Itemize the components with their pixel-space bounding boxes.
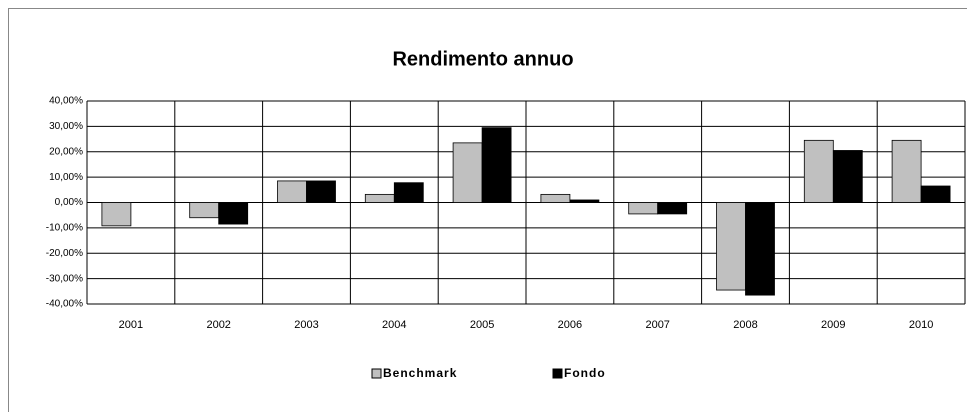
y-tick-label: -40,00% bbox=[46, 299, 83, 310]
x-tick-label: 2007 bbox=[645, 319, 669, 331]
chart-title: Rendimento annuo bbox=[392, 48, 573, 70]
y-tick-label: -20,00% bbox=[46, 248, 83, 259]
x-tick-label: 2003 bbox=[294, 319, 318, 331]
bar bbox=[745, 202, 775, 296]
bar bbox=[803, 139, 834, 203]
x-tick-label: 2006 bbox=[558, 319, 582, 331]
bar bbox=[891, 139, 922, 203]
x-tick-label: 2009 bbox=[821, 319, 845, 331]
bar bbox=[540, 193, 571, 203]
x-tick-label: 2010 bbox=[909, 319, 933, 331]
bar bbox=[628, 202, 659, 215]
y-tick-label: 20,00% bbox=[49, 146, 83, 157]
bar bbox=[452, 142, 483, 203]
bar bbox=[716, 202, 746, 291]
x-tick-label: 2001 bbox=[119, 319, 143, 331]
legend-label: Benchmark bbox=[383, 366, 457, 380]
bar bbox=[189, 202, 220, 219]
legend-swatch bbox=[552, 368, 563, 379]
y-tick-label: -30,00% bbox=[46, 273, 83, 284]
x-tick-label: 2005 bbox=[470, 319, 494, 331]
chart-border bbox=[8, 8, 967, 412]
x-tick-label: 2008 bbox=[733, 319, 757, 331]
bar bbox=[920, 185, 951, 203]
bar bbox=[277, 180, 307, 203]
legend-swatch bbox=[371, 368, 382, 379]
bar bbox=[364, 193, 395, 203]
bar bbox=[101, 202, 132, 227]
bar bbox=[218, 202, 249, 225]
y-tick-label: 40,00% bbox=[49, 96, 83, 107]
bar bbox=[306, 180, 336, 203]
y-tick-label: -10,00% bbox=[46, 223, 83, 234]
y-tick-label: 0,00% bbox=[55, 197, 83, 208]
bar bbox=[481, 127, 512, 203]
bar bbox=[569, 199, 600, 203]
x-tick-label: 2002 bbox=[206, 319, 230, 331]
bar bbox=[832, 150, 863, 203]
y-tick-label: 10,00% bbox=[49, 172, 83, 183]
bar bbox=[657, 202, 688, 215]
x-tick-label: 2004 bbox=[382, 319, 406, 331]
legend-label: Fondo bbox=[564, 366, 606, 380]
y-tick-label: 30,00% bbox=[49, 121, 83, 132]
bar bbox=[393, 182, 424, 203]
